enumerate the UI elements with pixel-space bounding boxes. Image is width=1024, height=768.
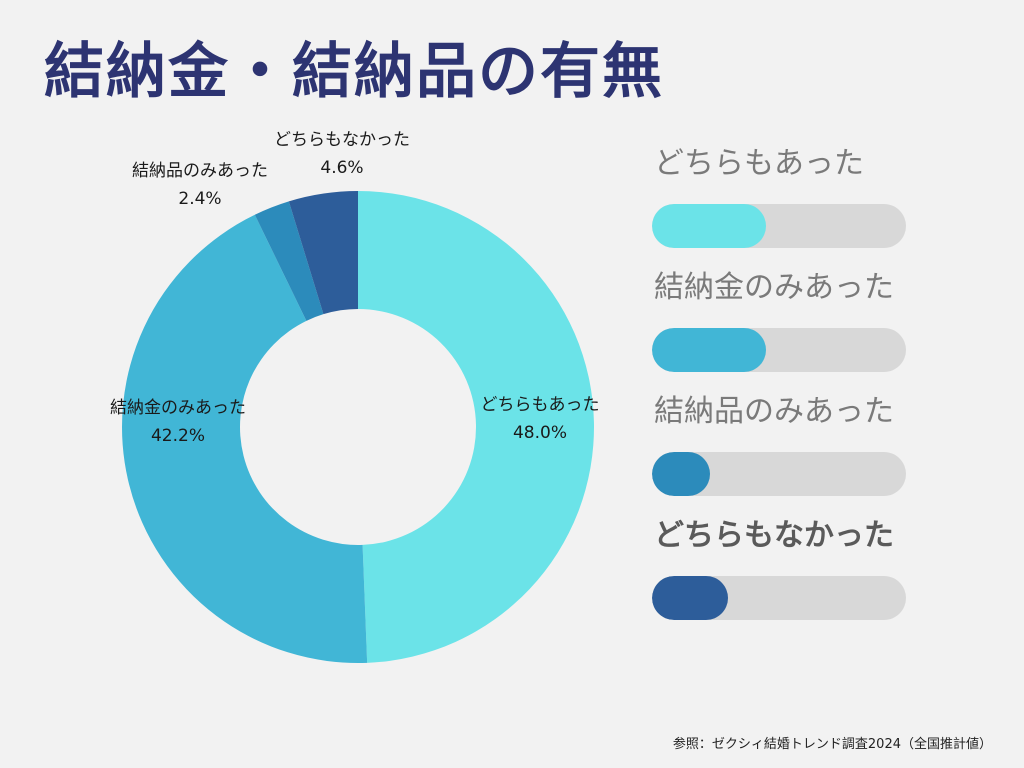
legend-item-money-only: 結納金のみあった — [652, 254, 912, 378]
slice-value-neither: 4.6% — [320, 158, 363, 178]
progress-fill — [652, 576, 729, 620]
progress-track — [652, 204, 906, 248]
progress-track — [652, 328, 906, 372]
progress-track — [652, 576, 906, 620]
page-title: 結納金・結納品の有無 — [44, 37, 664, 107]
slice-label-neither: どちらもなかった — [274, 130, 410, 150]
slice-label-both: どちらもあった — [481, 395, 600, 415]
progress-fill — [652, 452, 711, 496]
legend-label: 結納品のみあった — [654, 394, 894, 429]
slice-value-both: 48.0% — [513, 423, 567, 443]
legend-item-goods-only: 結納品のみあった — [652, 378, 912, 502]
slice-value-money-only: 42.2% — [151, 426, 205, 446]
slice-value-goods-only: 2.4% — [178, 189, 221, 209]
donut-slice-goods-only — [254, 201, 324, 321]
legend-label: 結納金のみあった — [654, 270, 894, 305]
legend-label: どちらもあった — [654, 146, 864, 181]
legend-item-neither: どちらもなかった — [652, 502, 912, 626]
progress-fill — [652, 328, 767, 372]
legend: どちらもあった 結納金のみあった 結納品のみあった どちらもなかった — [652, 130, 912, 626]
progress-track — [652, 452, 906, 496]
progress-fill — [652, 204, 767, 248]
source-note: 参照：ゼクシィ結婚トレンド調査2024（全国推計値） — [672, 737, 992, 752]
donut-slice-neither — [288, 191, 358, 315]
legend-label: どちらもなかった — [654, 518, 894, 553]
slice-label-money-only: 結納金のみあった — [110, 398, 246, 418]
donut-slice-both — [358, 191, 594, 663]
legend-item-both: どちらもあった — [652, 130, 912, 254]
slice-label-goods-only: 結納品のみあった — [132, 161, 268, 181]
donut-slice-money-only — [122, 214, 368, 663]
